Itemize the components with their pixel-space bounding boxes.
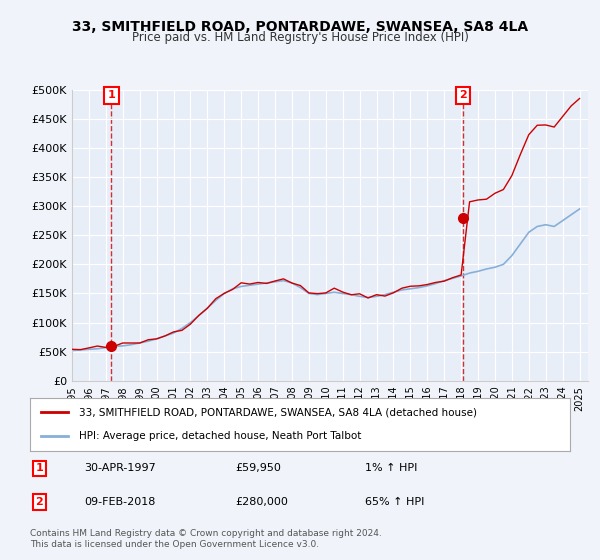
Text: Contains HM Land Registry data © Crown copyright and database right 2024.
This d: Contains HM Land Registry data © Crown c…	[30, 529, 382, 549]
Text: 2: 2	[35, 497, 43, 507]
Text: 30-APR-1997: 30-APR-1997	[84, 463, 156, 473]
Text: 65% ↑ HPI: 65% ↑ HPI	[365, 497, 424, 507]
Text: 1% ↑ HPI: 1% ↑ HPI	[365, 463, 417, 473]
Text: Price paid vs. HM Land Registry's House Price Index (HPI): Price paid vs. HM Land Registry's House …	[131, 31, 469, 44]
Text: 1: 1	[35, 463, 43, 473]
Text: 33, SMITHFIELD ROAD, PONTARDAWE, SWANSEA, SA8 4LA (detached house): 33, SMITHFIELD ROAD, PONTARDAWE, SWANSEA…	[79, 408, 476, 418]
Text: 09-FEB-2018: 09-FEB-2018	[84, 497, 155, 507]
Text: £59,950: £59,950	[235, 463, 281, 473]
Text: HPI: Average price, detached house, Neath Port Talbot: HPI: Average price, detached house, Neat…	[79, 431, 361, 441]
Text: £280,000: £280,000	[235, 497, 288, 507]
Text: 1: 1	[107, 90, 115, 100]
Text: 33, SMITHFIELD ROAD, PONTARDAWE, SWANSEA, SA8 4LA: 33, SMITHFIELD ROAD, PONTARDAWE, SWANSEA…	[72, 20, 528, 34]
Text: 2: 2	[459, 90, 467, 100]
